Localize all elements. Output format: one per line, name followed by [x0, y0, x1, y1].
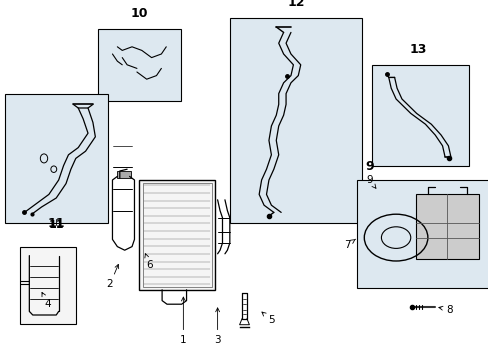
Bar — [415, 194, 478, 259]
Text: 9: 9 — [364, 160, 373, 173]
Bar — [371, 65, 468, 166]
Text: 9: 9 — [365, 175, 375, 188]
Bar — [356, 180, 488, 288]
Text: 13: 13 — [408, 43, 426, 56]
Text: 3: 3 — [214, 308, 221, 345]
Bar — [117, 171, 130, 178]
Bar — [5, 94, 107, 223]
Text: 2: 2 — [106, 265, 119, 289]
Bar — [142, 183, 211, 287]
Text: 8: 8 — [438, 305, 452, 315]
Text: 12: 12 — [286, 0, 304, 9]
Text: 4: 4 — [42, 292, 51, 309]
Text: 1: 1 — [180, 297, 186, 345]
Text: 11: 11 — [48, 220, 64, 230]
Bar — [20, 247, 76, 324]
Bar — [229, 18, 361, 223]
Text: 10: 10 — [130, 7, 148, 20]
Text: 7: 7 — [343, 239, 355, 250]
Bar — [139, 180, 215, 290]
Text: 6: 6 — [144, 254, 152, 270]
Text: 11: 11 — [47, 217, 65, 230]
Bar — [98, 29, 181, 101]
Text: 5: 5 — [262, 312, 274, 325]
